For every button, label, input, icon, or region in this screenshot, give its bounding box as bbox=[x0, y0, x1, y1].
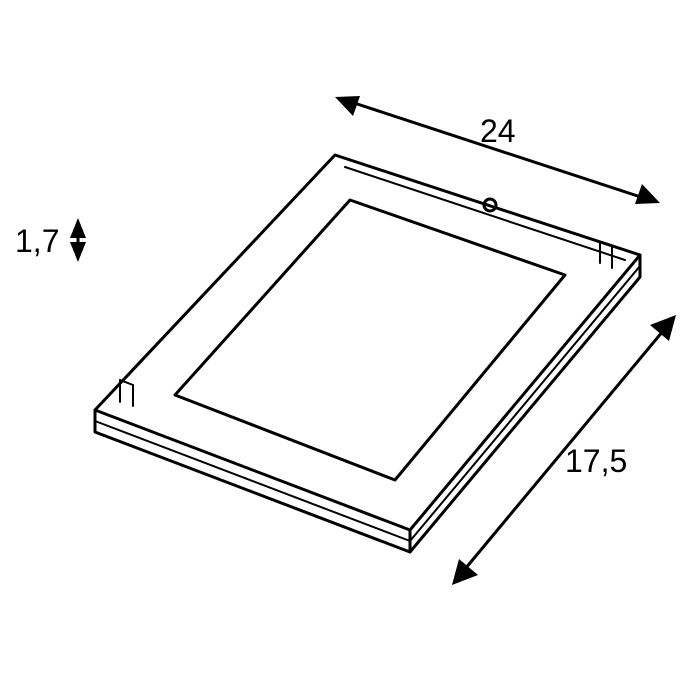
dimension-height: 1,7 bbox=[15, 218, 86, 262]
dimension-length-label: 24 bbox=[480, 113, 516, 149]
dimension-length: 24 bbox=[335, 96, 660, 204]
dimension-drawing: 1,7 24 17,5 bbox=[0, 0, 700, 700]
dimension-width-label: 17,5 bbox=[565, 443, 627, 479]
dimension-height-label: 1,7 bbox=[15, 223, 59, 259]
panel-body bbox=[95, 155, 640, 552]
